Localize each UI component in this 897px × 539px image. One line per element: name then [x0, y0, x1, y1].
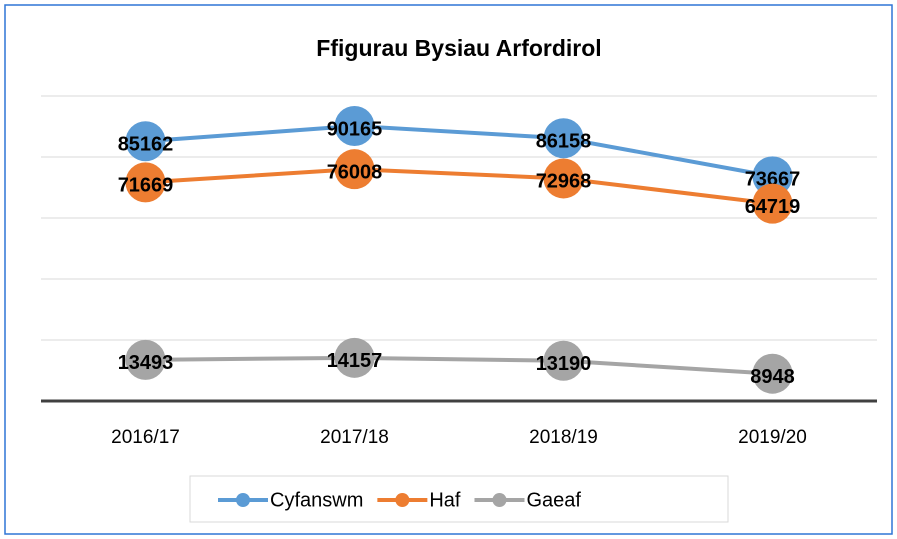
- data-label: 8948: [750, 366, 795, 388]
- series-line: [145, 123, 773, 179]
- x-tick-label: 2019/20: [738, 427, 807, 448]
- data-label: 71669: [118, 175, 174, 197]
- legend-marker: [236, 493, 250, 507]
- marker: [334, 105, 375, 146]
- legend-box: [189, 475, 729, 523]
- data-label: 85162: [118, 134, 174, 156]
- data-label: 13493: [118, 352, 174, 374]
- data-label: 90165: [327, 118, 383, 140]
- marker: [543, 158, 584, 199]
- legend-marker: [395, 493, 410, 507]
- series-line: [145, 355, 773, 376]
- data-label: 13190: [536, 353, 592, 375]
- legend-label: Gaeaf: [526, 489, 581, 511]
- data-label: 64719: [745, 196, 801, 218]
- marker: [125, 121, 166, 162]
- marker: [543, 340, 584, 381]
- marker: [543, 118, 584, 159]
- legend-label: Haf: [429, 489, 461, 511]
- x-tick-label: 2016/17: [111, 427, 180, 448]
- marker: [334, 149, 375, 190]
- chart-frame: [4, 4, 893, 535]
- x-tick-label: 2018/19: [529, 427, 598, 448]
- legend-label: Cyfanswm: [270, 489, 363, 511]
- marker: [752, 183, 793, 224]
- marker: [752, 353, 793, 394]
- marker: [125, 162, 166, 203]
- legend-marker: [492, 493, 507, 507]
- marker: [334, 337, 375, 378]
- data-label: 73667: [745, 169, 801, 191]
- data-label: 14157: [327, 350, 383, 372]
- marker: [125, 339, 166, 380]
- x-tick-label: 2017/18: [320, 427, 389, 448]
- data-label: 76008: [327, 161, 383, 183]
- data-label: 72968: [536, 171, 592, 193]
- chart-title: Ffigurau Bysiau Arfordirol: [316, 35, 601, 61]
- series-line: [145, 167, 773, 206]
- data-label: 86158: [536, 130, 592, 152]
